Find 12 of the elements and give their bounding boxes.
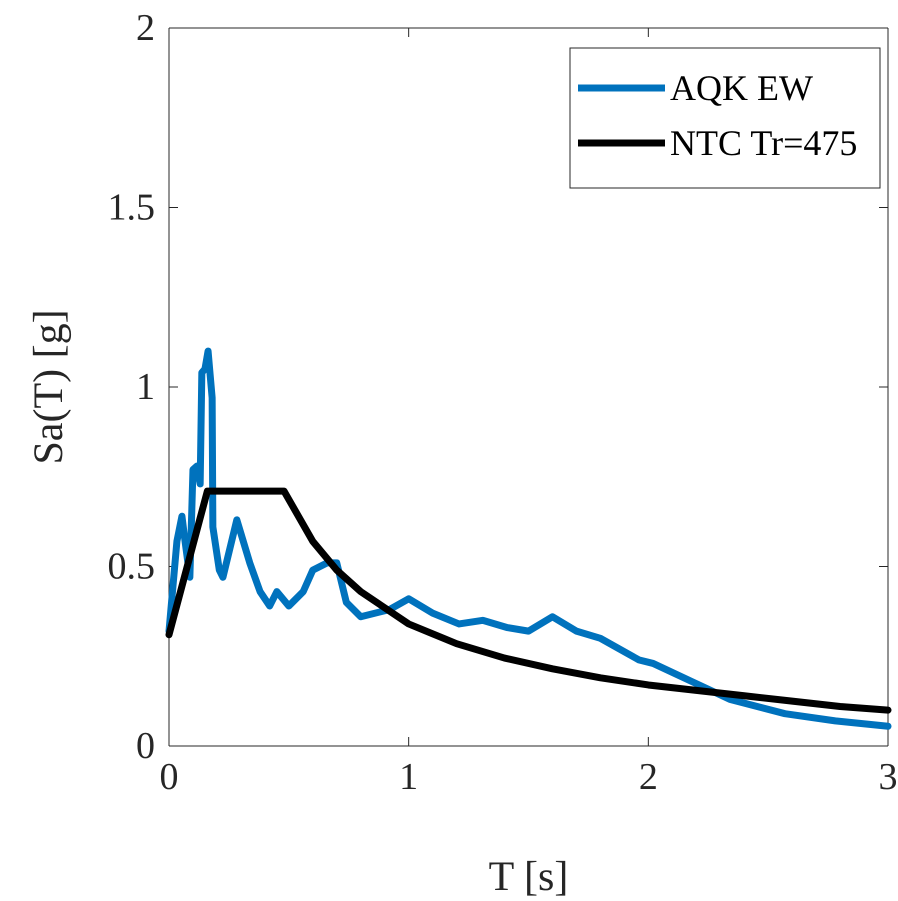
- y-tick-label: 0: [136, 725, 155, 768]
- legend-label: NTC Tr=475: [670, 123, 858, 163]
- x-tick-label: 1: [399, 756, 418, 798]
- y-axis-title: Sa(T) [g]: [26, 309, 72, 465]
- x-tick-label: 2: [638, 756, 658, 798]
- y-tick-label: 1.5: [108, 186, 155, 229]
- legend-label: AQK EW: [670, 68, 813, 108]
- y-tick-label: 2: [136, 7, 155, 50]
- x-axis-title: T [s]: [488, 854, 568, 900]
- y-tick-label: 1: [136, 366, 155, 408]
- y-tick-label: 0.5: [108, 546, 155, 588]
- x-tick-label: 3: [878, 756, 898, 798]
